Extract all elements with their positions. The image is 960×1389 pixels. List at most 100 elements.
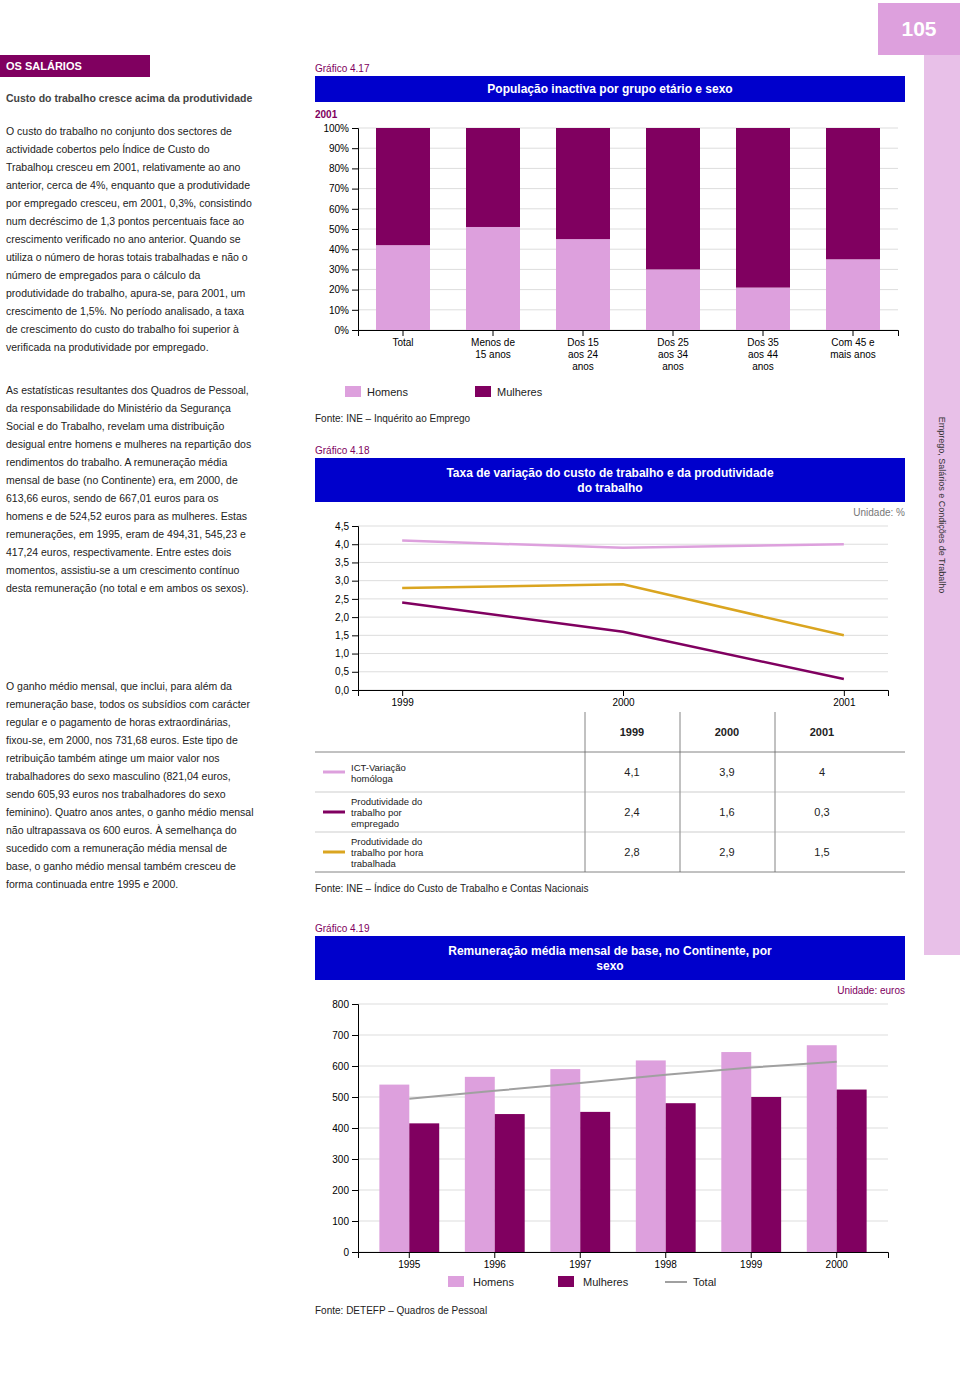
tick-mark [352, 229, 358, 230]
sidebar: Emprego, Salários e Condições de Trabalh… [924, 55, 960, 955]
table-cell: 2,9 [719, 846, 734, 858]
series [376, 128, 880, 288]
bar [466, 227, 520, 330]
tick-label-line: Dos 35 [747, 337, 779, 348]
table-row-label-line: Produtividade do [351, 836, 422, 847]
tick: 1995 [398, 1252, 421, 1270]
title-bar [315, 76, 905, 102]
grid-line [358, 580, 888, 581]
axis-line [352, 129, 359, 331]
body-text-line: 417,24 euros, respectivamente. Entre est… [6, 546, 231, 558]
chart-source-line: Fonte: INE – Inquérito ao Emprego [315, 413, 471, 424]
grid-line [358, 168, 898, 169]
tick-label: 1,0 [335, 648, 349, 659]
body-text: homens e de 524,52 euros para as mulhere… [6, 510, 247, 522]
grid [358, 526, 888, 690]
body-text: anterior, cerca de 4%, enquanto que a pr… [6, 179, 250, 191]
table-header-line: 1999 [620, 726, 644, 738]
tick: 3,5 [335, 557, 358, 568]
body-text: produtividade do trabalho, apura-se, par… [6, 287, 246, 299]
chart-label: Gráfico 4.19 [315, 923, 370, 934]
body-text: momentos, assistiu-se a um crescimento c… [6, 564, 240, 576]
tick-label: 0,0 [335, 685, 349, 696]
bar [646, 269, 700, 330]
body-text: desta remuneração (no total e em ambos o… [6, 582, 249, 594]
body-text-line: regular e o pagamento de horas extraordi… [6, 716, 231, 728]
tick-mark [352, 249, 358, 250]
tick-label: 1999 [392, 697, 415, 708]
body-text-line: anterior, cerca de 4%, enquanto que a pr… [6, 179, 250, 191]
grid-line [358, 598, 888, 599]
grid-line [358, 188, 898, 189]
tick-label: Menos de15 anos [471, 337, 515, 360]
grid-line [358, 617, 888, 618]
tick: 0 [343, 1247, 358, 1258]
bar [376, 128, 430, 245]
tick: Com 45 emais anos [830, 330, 876, 360]
legend-entry-line: Mulheres [497, 386, 543, 398]
plot-area [379, 1045, 866, 1252]
grid-line [358, 562, 888, 563]
bar [550, 1069, 580, 1252]
chart-label-line: Gráfico 4.18 [315, 445, 370, 456]
bar [636, 1060, 666, 1252]
body-text: O custo do trabalho no conjunto dos sect… [6, 125, 232, 137]
page-number: 105 [901, 17, 936, 40]
table-row-label-line: Produtividade do [351, 796, 422, 807]
bar [495, 1114, 525, 1252]
table-cell-line: 2,8 [624, 846, 639, 858]
body-text: forma continuada entre 1995 e 2000. [6, 878, 178, 890]
grid-line [358, 289, 898, 290]
bar [807, 1045, 837, 1252]
tick-mark [493, 330, 494, 336]
body-text-line: desta remuneração (no total e em ambos o… [6, 582, 249, 594]
legend-swatch [448, 1276, 464, 1287]
chart-title: Remuneração média mensal de base, no Con… [448, 944, 772, 973]
legend: HomensMulheres [345, 386, 543, 398]
bar [751, 1097, 781, 1252]
tick: 100 [332, 1216, 358, 1227]
table-cell-line: 4 [819, 766, 825, 778]
body-text: utiliza o número de horas totais trabalh… [6, 251, 248, 263]
bar [837, 1090, 867, 1252]
tick-label: 1996 [484, 1259, 507, 1270]
bar [556, 128, 610, 239]
body-text: Social e do Trabalho, revelam uma distri… [6, 420, 224, 432]
tick-mark [352, 209, 358, 210]
table-cell: 1,5 [814, 846, 829, 858]
tick-mark [352, 654, 358, 655]
axis-line [352, 1005, 359, 1253]
tick-label: 30% [329, 264, 349, 275]
tick-label: Total [392, 337, 413, 348]
tick: 4,5 [335, 521, 358, 532]
tick-mark [673, 330, 674, 336]
tick: 1999 [740, 1252, 763, 1270]
table-cell-line: 1,5 [814, 846, 829, 858]
chart-label: Gráfico 4.17 [315, 63, 370, 74]
y-axis: 0100200300400500600700800 [332, 999, 358, 1258]
tick-mark [853, 330, 854, 336]
tick-mark [352, 148, 358, 149]
grid-line [358, 128, 898, 129]
body-text-line: retribuição também atinge um maior valor… [6, 752, 220, 764]
chart: Unidade: %0,00,51,01,52,02,53,03,54,04,5… [315, 507, 905, 894]
body-text-line: remuneração base, todos os subsídios com… [6, 698, 250, 710]
chart-label-line: Gráfico 4.19 [315, 923, 370, 934]
tick: 30% [329, 264, 358, 275]
grid [358, 1004, 888, 1252]
body-text-line: utiliza o número de horas totais trabalh… [6, 251, 248, 263]
body-text-line: fixou-se, em 2000, nos 731,68 euros. Est… [6, 734, 238, 746]
tick-label: 400 [332, 1123, 349, 1134]
body-text-line: base, o ganho médio mensal também cresce… [6, 860, 236, 872]
chart-source-line: Fonte: INE – Índice do Custo de Trabalho… [315, 882, 589, 894]
table-row-label-line: empregado [351, 818, 399, 829]
tick-label: 0,5 [335, 666, 349, 677]
table-row-label-line: homóloga [351, 772, 393, 783]
tick: 1,0 [335, 648, 358, 659]
tick: 20% [329, 284, 358, 295]
table-cell: 4 [819, 766, 825, 778]
tick-label: 1995 [398, 1259, 421, 1270]
tick: 100% [323, 123, 358, 134]
tick-mark [352, 269, 358, 270]
body-text: O ganho médio mensal, que inclui, para a… [6, 680, 232, 692]
